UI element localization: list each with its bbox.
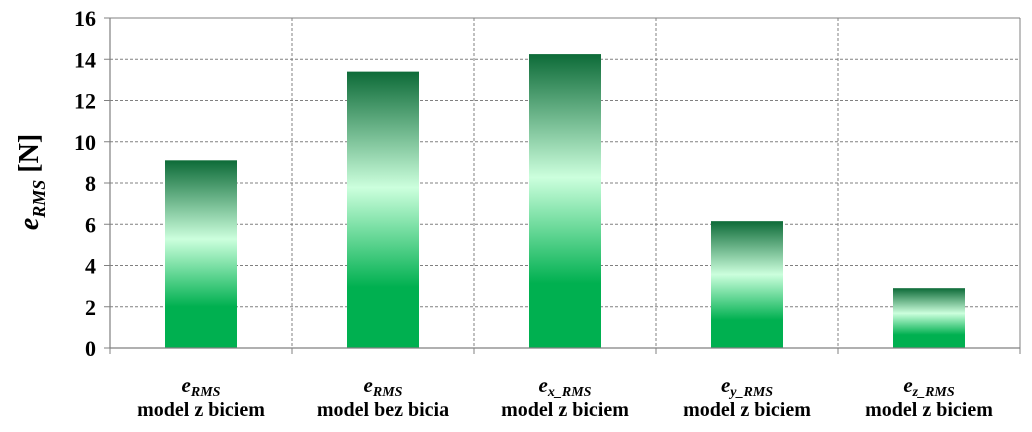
bar <box>711 221 783 348</box>
x-category-symbol: ez_RMS <box>903 373 955 400</box>
x-category-description: model z biciem <box>137 399 265 421</box>
bar <box>347 71 419 348</box>
y-tick-label: 2 <box>85 295 96 320</box>
y-tick-label: 10 <box>74 130 96 155</box>
x-category-description: model z biciem <box>865 399 993 421</box>
y-tick-label: 12 <box>74 89 96 114</box>
y-tick-labels: 0 2 4 6 8 10 12 14 16 <box>74 6 96 361</box>
y-axis-label: eRMS [N] <box>14 134 49 230</box>
x-category-symbol: eRMS <box>364 373 403 400</box>
x-category-description: model bez bicia <box>317 399 449 421</box>
x-category-description: model z biciem <box>501 399 629 421</box>
y-tick-label: 8 <box>85 171 96 196</box>
x-category-symbol: ey_RMS <box>721 373 773 400</box>
x-category-symbol: eRMS <box>182 373 221 400</box>
y-tick-label: 16 <box>74 6 96 31</box>
axes <box>104 17 1021 354</box>
y-axis-label-symbol: e <box>14 218 45 230</box>
y-tick-label: 14 <box>74 47 96 72</box>
bar <box>165 160 237 348</box>
bar <box>529 54 601 348</box>
bar <box>893 288 965 348</box>
y-tick-label: 4 <box>85 254 96 279</box>
y-axis-label-unit: [N] <box>14 134 45 180</box>
bars <box>165 54 965 348</box>
y-tick-label: 6 <box>85 212 96 237</box>
x-category-description: model z biciem <box>683 399 811 421</box>
y-axis-label-subscript: RMS <box>29 180 49 219</box>
y-tick-label: 0 <box>85 336 96 361</box>
x-category-symbol: ex_RMS <box>539 373 592 400</box>
